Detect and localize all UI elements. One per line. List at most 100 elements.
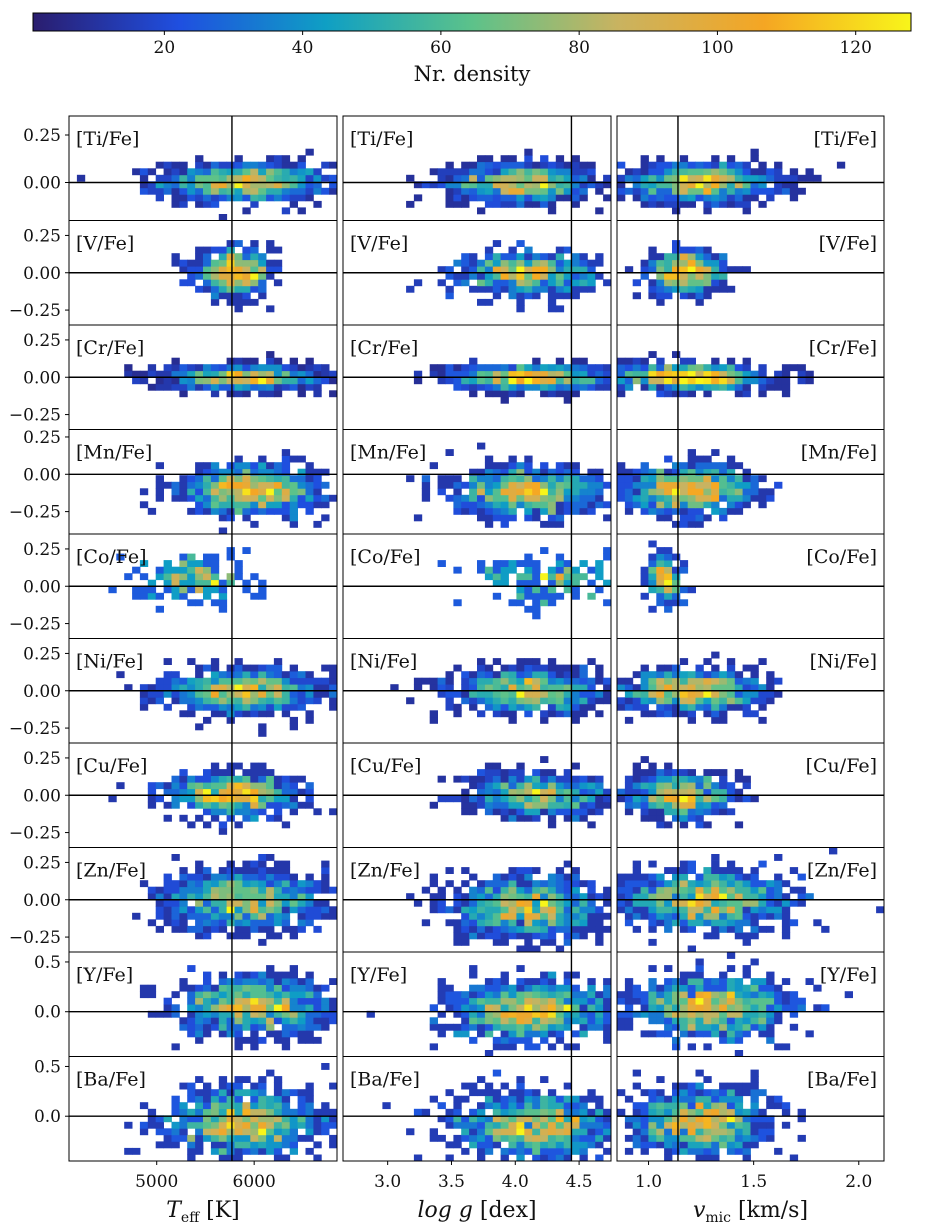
density-cell (719, 1095, 728, 1103)
density-cell (210, 769, 220, 776)
density-cell (508, 377, 517, 385)
density-cells (617, 1069, 806, 1161)
density-cell (203, 919, 212, 927)
density-cell (305, 507, 314, 515)
density-cell (563, 1121, 572, 1129)
density-cell (563, 1004, 572, 1012)
density-cell (703, 997, 712, 1005)
density-cell (484, 155, 494, 163)
density-cell (508, 279, 517, 287)
density-cells (617, 847, 884, 952)
density-cell (445, 272, 454, 280)
density-cell (477, 1154, 486, 1161)
density-cell (445, 1004, 454, 1012)
density-cell (516, 181, 525, 189)
density-cell (579, 808, 588, 816)
panel-frame (616, 1056, 885, 1162)
density-cell (187, 560, 196, 567)
density-cell (587, 880, 596, 888)
density-cell (453, 383, 462, 391)
density-cell (132, 370, 141, 378)
density-cell (313, 200, 322, 208)
density-cell (266, 161, 275, 169)
density-cell (758, 168, 767, 176)
density-cell (579, 364, 588, 372)
density-cell (540, 716, 549, 724)
density-cell (719, 272, 728, 280)
density-cell (281, 775, 291, 783)
density-cell (711, 899, 720, 907)
density-cell (624, 873, 634, 881)
density-cell (664, 507, 673, 515)
density-cell (711, 168, 720, 176)
density-cell (281, 1023, 291, 1031)
density-cell (703, 991, 712, 999)
density-cell (266, 664, 275, 672)
density-cell (469, 690, 478, 698)
density-cell (289, 370, 298, 378)
density-cell (226, 919, 235, 927)
density-cell (500, 1147, 509, 1155)
density-cell (571, 801, 580, 809)
density-cell (226, 899, 235, 907)
density-cell (555, 155, 565, 163)
density-cell (532, 880, 541, 888)
element-label: [Y/Fe] (350, 964, 407, 986)
density-cell (179, 984, 188, 992)
density-cell (781, 919, 791, 927)
density-cell (571, 364, 580, 372)
element-label: [Ba/Fe] (76, 1069, 146, 1091)
density-cell (672, 364, 681, 372)
density-cell (540, 997, 549, 1005)
density-cell (242, 161, 251, 169)
density-cell (664, 912, 673, 920)
density-cell (203, 168, 212, 176)
density-cell (711, 893, 720, 901)
density-cell (742, 886, 751, 894)
density-cell (664, 997, 673, 1005)
density-cell (484, 671, 494, 679)
density-cell (595, 1102, 604, 1110)
density-cell (547, 1115, 557, 1123)
density-cell (321, 501, 330, 509)
density-cell (742, 370, 751, 378)
density-cell (742, 684, 751, 692)
density-cell (242, 1147, 251, 1155)
density-cell (210, 1089, 220, 1097)
density-cell (571, 253, 580, 261)
density-cell (711, 161, 720, 169)
density-cell (726, 1017, 736, 1025)
density-cell (477, 174, 486, 182)
density-cell (187, 187, 196, 195)
density-cell (508, 1043, 517, 1051)
density-cell (516, 945, 525, 952)
density-cell (664, 370, 673, 378)
density-cell (218, 527, 228, 534)
density-cell (461, 377, 470, 385)
density-cell (726, 860, 736, 868)
density-cell (195, 383, 204, 391)
density-cell (406, 200, 415, 208)
density-cell (453, 200, 462, 208)
density-cell (750, 1076, 759, 1083)
density-cell (758, 377, 767, 385)
density-cell (656, 259, 665, 267)
density-cell (266, 181, 275, 189)
y-tick-label: 0.00 (23, 891, 61, 911)
density-cell (774, 481, 783, 489)
density-cell (453, 703, 462, 711)
density-cell (624, 716, 634, 724)
density-cell (632, 1141, 641, 1149)
density-cell (648, 801, 657, 809)
density-cell (484, 1141, 494, 1149)
density-cell (461, 1115, 470, 1123)
density-cell (563, 710, 572, 718)
density-cell (266, 370, 275, 378)
density-cell (656, 1121, 665, 1129)
density-cell (632, 187, 641, 195)
density-cell (734, 1050, 744, 1057)
density-cell (703, 364, 712, 372)
density-cell (226, 795, 235, 803)
density-cell (540, 383, 549, 391)
